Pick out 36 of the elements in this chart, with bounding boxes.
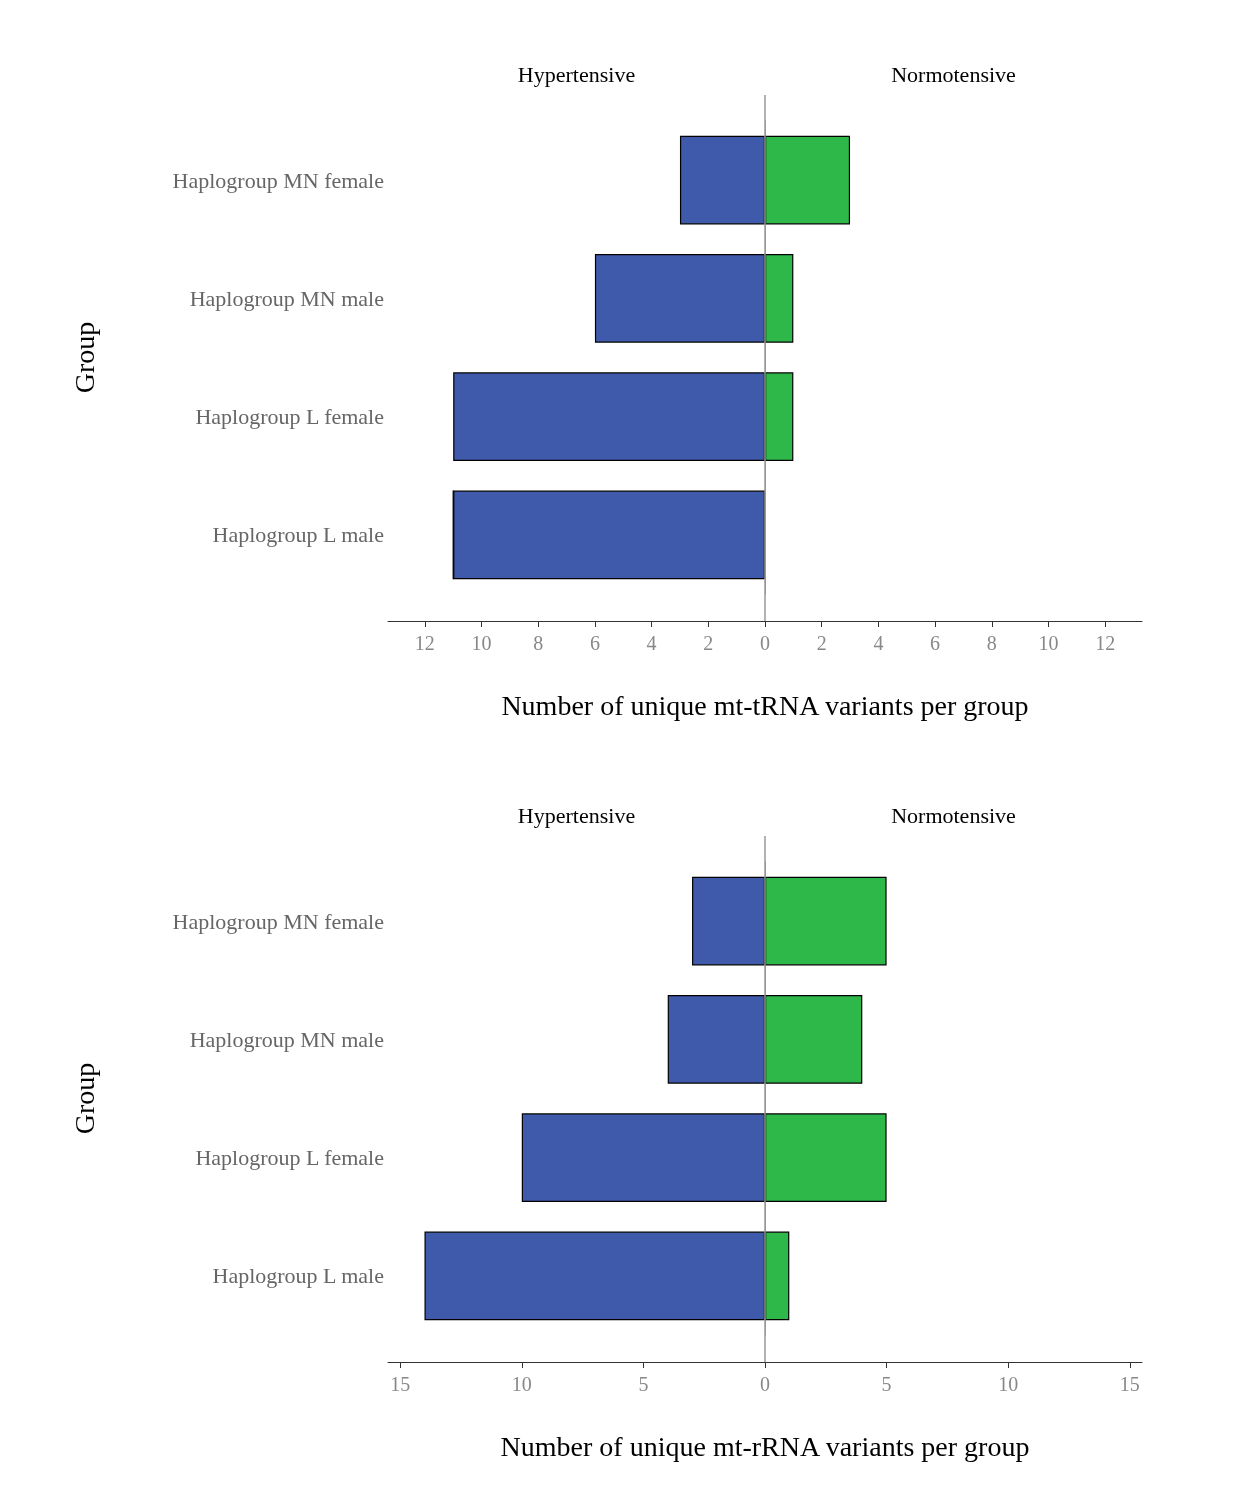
x-tick-label: 2	[703, 632, 714, 654]
x-tick-label: 10	[511, 1373, 532, 1395]
x-tick-label: 4	[646, 632, 657, 654]
y-axis-title: Group	[68, 321, 100, 394]
x-tick-label: 6	[930, 632, 941, 654]
x-tick-label: 8	[533, 632, 544, 654]
text: Normotensive	[891, 802, 1016, 828]
text: Hypertensive	[517, 61, 636, 87]
x-tick-label: 15	[1119, 1373, 1140, 1395]
x-tick-label: 10	[471, 632, 492, 654]
x-tick-label: 5	[638, 1373, 649, 1395]
x-tick-label: 10	[998, 1373, 1019, 1395]
y-tick-label: Haplogroup L male	[212, 522, 384, 548]
x-tick-label: 6	[589, 632, 600, 654]
y-tick-label: Haplogroup MN female	[172, 167, 384, 193]
x-tick-label: 0	[760, 1373, 770, 1395]
x-tick-label: 8	[986, 632, 997, 654]
x-tick-label: 15	[390, 1373, 411, 1395]
x-axis-title: Number of unique mt-tRNA variants per group	[501, 689, 1029, 721]
x-tick-label: 12	[1095, 632, 1116, 654]
x-tick-label: 10	[1038, 632, 1059, 654]
y-tick-label: Haplogroup MN female	[172, 908, 384, 934]
x-axis-title: Number of unique mt-rRNA variants per group	[500, 1430, 1030, 1462]
x-tick-label: 2	[816, 632, 827, 654]
x-tick-label: 5	[881, 1373, 892, 1395]
x-tick-label: 12	[414, 632, 435, 654]
y-tick-label: Haplogroup MN male	[189, 285, 384, 311]
y-tick-label: Haplogroup MN male	[189, 1026, 384, 1052]
x-tick-label: 0	[760, 632, 770, 654]
y-tick-label: Haplogroup L male	[212, 1263, 384, 1289]
text: Hypertensive	[517, 802, 636, 828]
text: Normotensive	[891, 61, 1016, 87]
x-tick-label: 4	[873, 632, 884, 654]
y-axis-title: Group	[68, 1062, 100, 1135]
y-tick-label: Haplogroup L female	[195, 1145, 384, 1171]
y-tick-label: Haplogroup L female	[195, 404, 384, 430]
